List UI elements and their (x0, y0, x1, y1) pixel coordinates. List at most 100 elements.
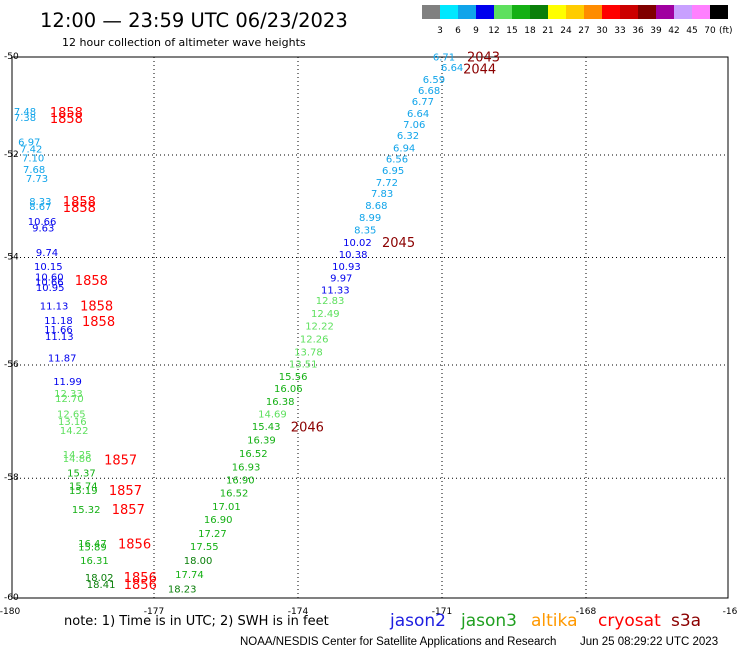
mission-name: jason2 (389, 611, 446, 631)
satellite-tracks: 6.716.646.596.686.776.647.066.326.946.56… (14, 50, 500, 595)
swh-label: 16.90 (226, 476, 255, 487)
swh-label: 6.97 (18, 138, 40, 149)
swh-label: 7.38 (14, 113, 36, 124)
swh-label: 10.93 (332, 262, 361, 273)
swh-label: 16.90 (204, 515, 233, 526)
swh-label: 10.95 (36, 283, 65, 294)
legend-label: 30 (596, 26, 608, 36)
legend-swatch (422, 5, 440, 19)
pass-time-label: 1856 (124, 571, 157, 586)
legend-swatch (656, 5, 674, 19)
swh-label: 6.94 (393, 143, 415, 154)
pass-time-label: 2044 (463, 62, 496, 77)
swh-label: 9.74 (36, 248, 58, 259)
swh-label: 6.56 (386, 155, 408, 166)
pass-time-label: 2045 (382, 236, 415, 251)
swh-label: 13.51 (289, 360, 318, 371)
timestamp-text: Jun 25 08:29:22 UTC 2023 (580, 636, 718, 648)
page-subtitle: 12 hour collection of altimeter wave hei… (62, 36, 306, 49)
swh-label: 12.70 (55, 394, 84, 405)
swh-label: 6.68 (418, 86, 440, 97)
swh-label: 6.59 (423, 75, 445, 86)
legend-swatch (638, 5, 656, 19)
legend-unit: (ft) (719, 26, 733, 36)
swh-label: 8.67 (29, 202, 51, 213)
latitude-tick-label: -58 (4, 473, 19, 483)
swh-label: 7.06 (403, 120, 425, 131)
swh-label: 15.56 (279, 372, 308, 383)
swh-label: 15.19 (69, 486, 98, 497)
legend-label: 3 (437, 26, 443, 36)
legend-swatch (566, 5, 584, 19)
latitude-tick-label: -56 (4, 360, 19, 370)
swh-label: 6.71 (433, 52, 455, 63)
swh-label: 11.99 (53, 377, 82, 388)
swh-label: 15.89 (78, 543, 107, 554)
color-legend: 3 6 9 12 15 18 21 24 27 30 33 36 39 42 45 70 (ft) (422, 5, 733, 36)
swh-label: 6.64 (407, 109, 429, 120)
mission-name: jason3 (460, 611, 517, 631)
pass-time-label: 2046 (291, 421, 324, 436)
pass-time-label: 1858 (82, 315, 115, 330)
swh-label: 17.55 (190, 542, 219, 553)
swh-label: 8.99 (359, 213, 381, 224)
pass-time-label: 1858 (63, 201, 96, 216)
swh-label: 8.33 (29, 197, 51, 208)
legend-swatch (476, 5, 494, 19)
mission-name: altika (531, 611, 578, 631)
legend-label: 70 (704, 26, 716, 36)
credit-text: NOAA/NESDIS Center for Satellite Applica… (240, 636, 556, 648)
legend-label: 15 (506, 26, 517, 36)
legend-label: 45 (686, 26, 697, 36)
pass-time-label: 1857 (112, 503, 145, 518)
swh-label: 15.43 (252, 422, 281, 433)
swh-label: 7.48 (14, 107, 36, 118)
swh-label: 12.26 (300, 334, 329, 345)
latitude-axis: -50 -52 -54 -56 -58 -60 (4, 52, 19, 603)
pass-time-label: 1858 (50, 106, 83, 121)
legend-swatch (692, 5, 710, 19)
swh-label: 14.22 (60, 426, 89, 437)
mission-name: cryosat (598, 611, 661, 631)
legend-swatch (674, 5, 692, 19)
legend-label: 18 (524, 26, 536, 36)
swh-label: 7.42 (20, 144, 42, 155)
longitude-tick-label: -174 (288, 607, 309, 617)
swh-label: 16.38 (266, 397, 295, 408)
pass-time-label: 1858 (80, 299, 113, 314)
swh-label: 9.63 (32, 223, 54, 234)
swh-label: 11.13 (40, 301, 69, 312)
legend-label: 6 (455, 26, 461, 36)
swh-label: 6.77 (412, 97, 434, 108)
swh-label: 7.72 (376, 178, 398, 189)
swh-label: 7.73 (26, 174, 48, 185)
legend-swatch (602, 5, 620, 19)
pass-time-label: 1858 (75, 274, 108, 289)
swh-label: 11.87 (48, 353, 77, 364)
swh-label: 10.38 (339, 250, 368, 261)
pass-time-label: 1856 (118, 538, 151, 553)
longitude-tick-label: -171 (432, 607, 452, 617)
swh-label: 16.93 (232, 462, 261, 473)
pass-time-label: 1856 (124, 578, 157, 593)
swh-label: 12.33 (54, 389, 83, 400)
legend-swatch (458, 5, 476, 19)
swh-label: 17.27 (198, 529, 227, 540)
legend-swatch (530, 5, 548, 19)
swh-label: 10.66 (35, 277, 64, 288)
swh-label: 18.41 (87, 580, 116, 591)
swh-label: 17.74 (175, 570, 204, 581)
swh-label: 14.86 (63, 454, 92, 465)
swh-label: 15.74 (69, 481, 98, 492)
swh-label: 15.32 (72, 505, 101, 516)
legend-label: 39 (650, 26, 662, 36)
legend-label: 12 (488, 26, 499, 36)
swh-label: 18.00 (184, 556, 213, 567)
legend-swatch (494, 5, 512, 19)
plot-frame (11, 56, 729, 599)
legend-label: 36 (632, 26, 644, 36)
swh-label: 14.69 (258, 410, 287, 421)
legend-label: 33 (614, 26, 625, 36)
pass-time-label: 2043 (467, 50, 500, 65)
